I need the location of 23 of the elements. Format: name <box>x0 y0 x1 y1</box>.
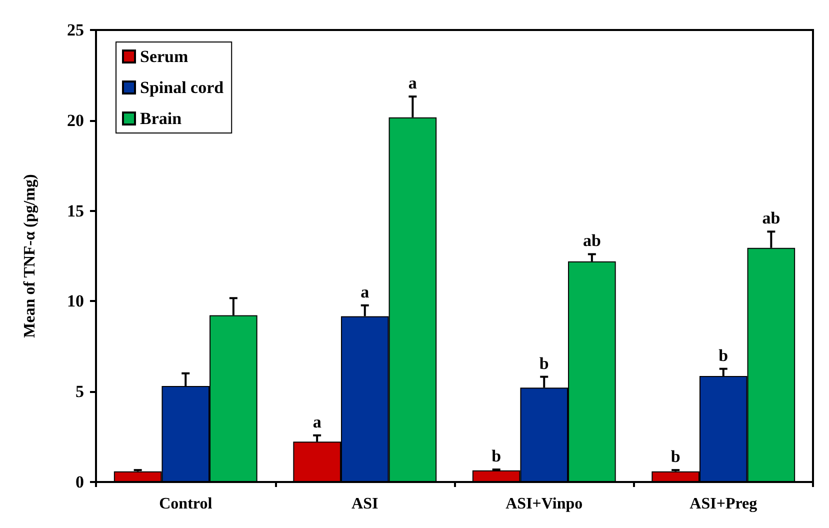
data-label: b <box>539 354 549 373</box>
legend-label: Serum <box>140 47 188 66</box>
data-label: b <box>670 447 680 466</box>
y-tick-label: 25 <box>67 20 84 40</box>
x-tick-label: ASI+Preg <box>690 496 758 512</box>
y-tick-label: 15 <box>67 201 84 220</box>
legend-label: Spinal cord <box>140 78 224 97</box>
y-tick-label: 10 <box>67 292 84 311</box>
y-tick-label: 20 <box>67 110 84 130</box>
data-label: b <box>492 446 502 466</box>
y-tick-label: 5 <box>76 382 84 402</box>
x-tick-label: ASI+Vinpo <box>506 496 583 512</box>
y-tick-label: 0 <box>76 472 84 492</box>
legend-label: Brain <box>140 109 182 128</box>
data-label: ab <box>762 208 780 228</box>
data-label: a <box>360 282 370 302</box>
x-tick-label: ASI <box>352 496 378 512</box>
data-label: a <box>312 412 322 432</box>
data-label: a <box>408 74 418 93</box>
data-label: ab <box>582 231 601 250</box>
data-label: b <box>718 346 728 365</box>
y-axis-title: Mean of TNF-α (pg/mg) <box>22 174 38 338</box>
x-tick-label: Control <box>159 496 213 512</box>
